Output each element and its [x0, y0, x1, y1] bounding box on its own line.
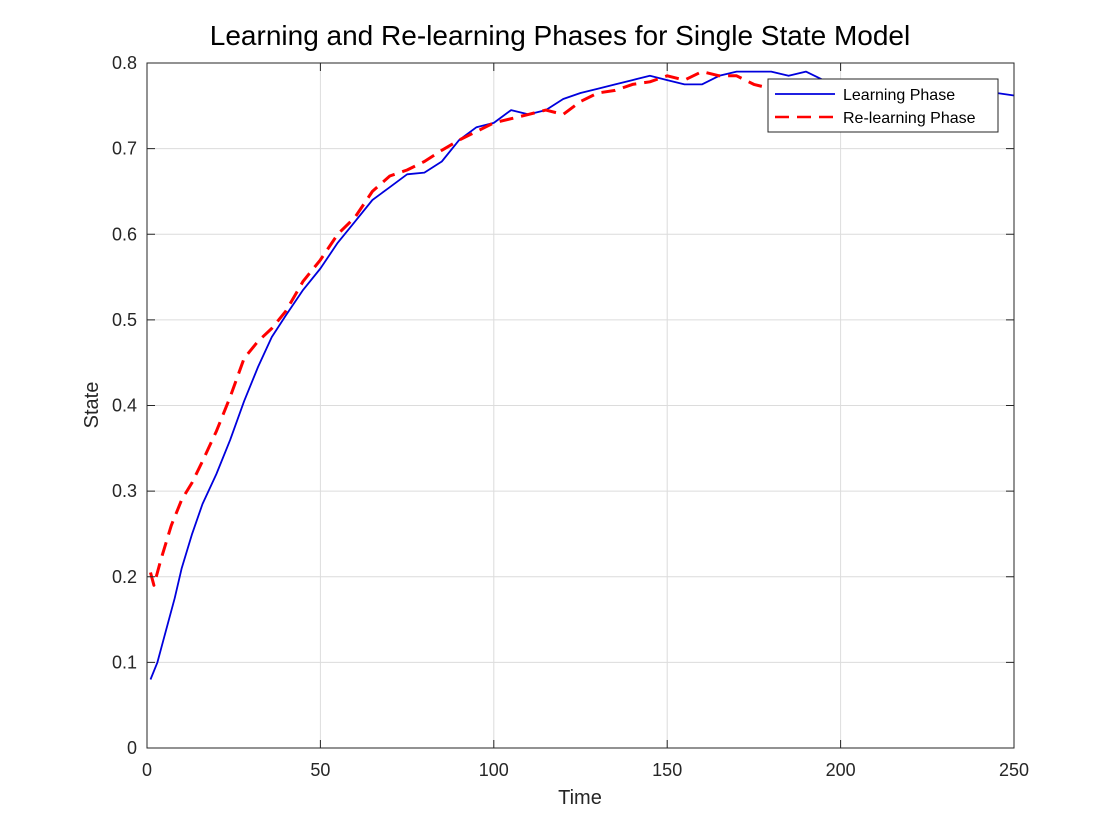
relearning-phase-line — [149, 70, 841, 587]
x-tick-label: 250 — [999, 760, 1029, 780]
y-tick-label: 0.8 — [112, 53, 137, 73]
y-tick-label: 0.3 — [112, 481, 137, 501]
y-tick-label: 0.5 — [112, 310, 137, 330]
y-tick-label: 0 — [127, 738, 137, 758]
y-axis-label: State — [81, 382, 103, 429]
learning-phase-line — [149, 70, 1015, 680]
series-layer — [149, 70, 1015, 680]
ticks — [146, 62, 1015, 749]
tick-labels: 0 50 100 150 200 250 0 0.1 0.2 0.3 0.4 0.5 0.6 0.7 0.8 — [112, 53, 1029, 780]
legend-label-relearning: Re-learning Phase — [843, 110, 976, 127]
y-tick-label: 0.6 — [112, 224, 137, 244]
x-tick-label: 100 — [479, 760, 509, 780]
chart-title: Learning and Re-learning Phases for Sing… — [210, 20, 910, 51]
x-tick-label: 50 — [310, 760, 330, 780]
legend: Learning Phase Re-learning Phase — [767, 78, 999, 133]
x-tick-label: 150 — [652, 760, 682, 780]
x-tick-label: 200 — [826, 760, 856, 780]
y-tick-label: 0.4 — [112, 396, 137, 416]
x-axis-label: Time — [558, 787, 602, 809]
legend-label-learning: Learning Phase — [843, 87, 955, 104]
y-tick-label: 0.7 — [112, 139, 137, 159]
legend-box — [767, 78, 999, 133]
y-tick-label: 0.2 — [112, 567, 137, 587]
x-tick-label: 0 — [142, 760, 152, 780]
y-tick-label: 0.1 — [112, 652, 137, 672]
